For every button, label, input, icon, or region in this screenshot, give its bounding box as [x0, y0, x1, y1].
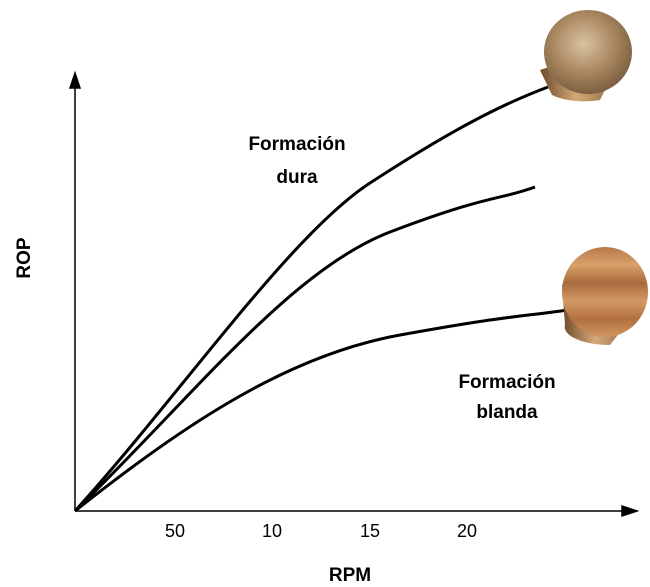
hard-rock-core — [540, 10, 632, 102]
core-face — [544, 10, 632, 94]
soft-rock-core — [562, 247, 648, 346]
x-tick-label: 10 — [262, 521, 282, 541]
x-tick-label: 50 — [165, 521, 185, 541]
annotation: Formación — [458, 372, 555, 393]
curves — [73, 85, 569, 513]
curve-soft — [74, 308, 569, 513]
curve-mid — [73, 185, 536, 513]
x-tick-label: 20 — [457, 521, 477, 541]
x-tick-label: 15 — [360, 521, 380, 541]
y-axis-label: ROP — [14, 237, 35, 279]
curve-hard — [73, 85, 549, 513]
y-arrow — [68, 70, 82, 89]
annotation: Formación — [248, 134, 345, 155]
axes — [68, 70, 640, 518]
x-arrow — [621, 504, 640, 518]
x-axis-label: RPM — [329, 565, 371, 586]
annotation: blanda — [476, 402, 538, 423]
annotation: dura — [276, 167, 318, 188]
core-face — [562, 247, 648, 337]
